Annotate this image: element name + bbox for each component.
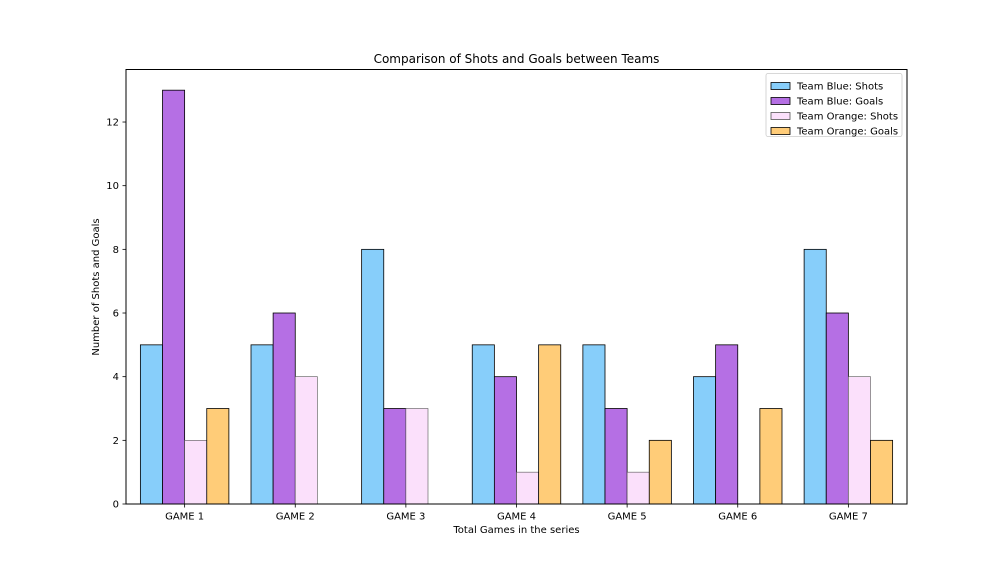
x-tick-label: GAME 3 [386,512,425,523]
bar-team-blue-shots-game-5 [582,344,606,505]
chart-title: Comparison of Shots and Goals between Te… [374,52,660,66]
bar-team-orange-shots-game-7 [848,376,871,505]
y-tick-label: 8 [113,245,119,256]
bar-team-blue-shots-game-3 [361,248,385,505]
legend-label: Team Blue: Shots [796,82,883,93]
bar-team-blue-goals-game-1 [162,89,186,505]
x-tick-label: GAME 2 [276,512,315,523]
x-tick-label: GAME 7 [829,512,868,523]
bar-team-orange-shots-game-2 [294,376,318,505]
bar-team-blue-goals-game-3 [383,408,407,505]
y-axis-label: Number of Shots and Goals [91,218,102,355]
bar-team-blue-goals-game-5 [604,408,628,505]
y-tick-label: 4 [113,372,119,383]
legend-swatch [770,112,791,120]
y-tick-label: 0 [113,500,119,511]
bar-team-blue-goals-game-2 [272,312,296,505]
legend-swatch [770,82,791,90]
bar-team-blue-shots-game-6 [693,376,717,505]
bar-team-blue-goals-game-7 [825,312,849,505]
x-tick-label: GAME 5 [608,512,647,523]
bar-team-orange-goals-game-6 [759,408,783,505]
bar-team-blue-shots-game-2 [250,344,274,505]
x-axis-label: Total Games in the series [452,525,579,536]
bar-team-blue-goals-game-4 [493,376,517,505]
legend-label: Team Orange: Shots [796,112,898,123]
y-tick-label: 6 [113,309,119,320]
bar-team-blue-goals-game-6 [715,344,739,505]
x-tick-label: GAME 1 [165,512,204,523]
y-tick-label: 10 [106,181,119,192]
bar-team-orange-goals-game-1 [206,408,230,505]
legend-label: Team Blue: Goals [796,97,883,108]
x-axis-ticks: GAME 1 GAME 2 GAME 3 GAME 4 GAME 5 GAME 6 GAME… [165,504,868,523]
y-axis-ticks: 0 2 4 6 8 10 12 [106,118,126,511]
bar-team-orange-shots-game-5 [626,471,650,505]
bar-team-blue-shots-game-4 [471,344,495,505]
y-tick-label: 2 [113,436,119,447]
bar-team-blue-shots-game-7 [803,248,827,505]
bar-team-orange-goals-game-7 [870,439,894,505]
legend: Team Blue: Shots Team Blue: Goals Team Ora… [765,73,903,138]
legend-frame [765,73,903,137]
bar-team-orange-shots-game-1 [184,440,208,505]
x-tick-label: GAME 4 [497,512,536,523]
bar-team-orange-shots-game-3 [405,408,429,505]
bar-team-orange-goals-game-4 [538,344,562,505]
legend-swatch [770,127,791,135]
bar-team-orange-shots-game-4 [516,471,539,505]
legend-label: Team Orange: Goals [796,127,898,138]
legend-swatch [770,97,791,105]
bar-team-orange-goals-game-5 [648,439,672,505]
bars-layer [139,89,894,505]
y-tick-label: 12 [106,118,119,129]
x-tick-label: GAME 6 [718,512,757,523]
bar-team-blue-shots-game-1 [139,344,163,505]
